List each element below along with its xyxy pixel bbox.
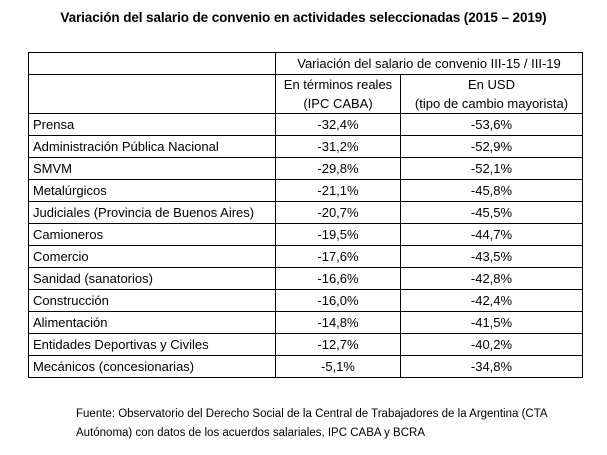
header-real-line1: En términos reales: [283, 77, 393, 92]
table-title: Variación del salario de convenio en act…: [60, 10, 547, 25]
table-row: Mecánicos (concesionarias) -5,1% -34,8%: [28, 355, 583, 378]
row-label: Comercio: [28, 245, 276, 268]
row-label: Alimentación: [28, 311, 276, 334]
row-usd-value: -42,8%: [400, 267, 583, 290]
empty-header-cell: [28, 74, 276, 114]
table-row: Judiciales (Provincia de Buenos Aires) -2…: [28, 201, 583, 224]
row-label: Sanidad (sanatorios): [28, 267, 276, 290]
table-row: Metalúrgicos -21,1% -45,8%: [28, 179, 583, 202]
table-row: Administración Pública Nacional -31,2% -52…: [28, 135, 583, 158]
group-header-cell: Variación del salario de convenio III-15…: [275, 52, 583, 75]
salary-table: Variación del salario de convenio III-15…: [28, 52, 583, 378]
row-usd-value: -43,5%: [400, 245, 583, 268]
header-real-cell: En términos reales (IPC CABA): [275, 74, 401, 114]
row-label: Administración Pública Nacional: [28, 135, 276, 158]
row-label: Entidades Deportivas y Civiles: [28, 333, 276, 356]
row-usd-value: -34,8%: [400, 355, 583, 378]
row-usd-value: -44,7%: [400, 223, 583, 246]
row-real-value: -19,5%: [275, 223, 401, 246]
source-note: Fuente: Observatorio del Derecho Social …: [76, 408, 547, 439]
table-row: Construcción -16,0% -42,4%: [28, 289, 583, 312]
row-real-value: -17,6%: [275, 245, 401, 268]
row-usd-value: -45,5%: [400, 201, 583, 224]
row-real-value: -14,8%: [275, 311, 401, 334]
empty-corner-cell: [28, 52, 276, 75]
table-row: Comercio -17,6% -43,5%: [28, 245, 583, 268]
row-usd-value: -42,4%: [400, 289, 583, 312]
row-real-value: -16,0%: [275, 289, 401, 312]
row-usd-value: -45,8%: [400, 179, 583, 202]
row-usd-value: -52,9%: [400, 135, 583, 158]
header-real-line2: (IPC CABA): [303, 96, 373, 111]
table-row: SMVM -29,8% -52,1%: [28, 157, 583, 180]
header-usd-line2: (tipo de cambio mayorista): [414, 96, 569, 111]
header-usd-cell: En USD (tipo de cambio mayorista): [400, 74, 583, 114]
row-label: Construcción: [28, 289, 276, 312]
row-real-value: -20,7%: [275, 201, 401, 224]
row-label: Metalúrgicos: [28, 179, 276, 202]
row-real-value: -16,6%: [275, 267, 401, 290]
table-row: Camioneros -19,5% -44,7%: [28, 223, 583, 246]
row-real-value: -12,7%: [275, 333, 401, 356]
row-real-value: -21,1%: [275, 179, 401, 202]
row-real-value: -5,1%: [275, 355, 401, 378]
row-label: SMVM: [28, 157, 276, 180]
row-real-value: -31,2%: [275, 135, 401, 158]
table-row: Sanidad (sanatorios) -16,6% -42,8%: [28, 267, 583, 290]
row-usd-value: -52,1%: [400, 157, 583, 180]
row-label: Prensa: [28, 113, 276, 136]
sub-header-row: En términos reales (IPC CABA) En USD (ti…: [28, 74, 583, 114]
row-usd-value: -41,5%: [400, 311, 583, 334]
row-real-value: -32,4%: [275, 113, 401, 136]
row-usd-value: -40,2%: [400, 333, 583, 356]
row-label: Judiciales (Provincia de Buenos Aires): [28, 201, 276, 224]
table-row: Alimentación -14,8% -41,5%: [28, 311, 583, 334]
row-usd-value: -53,6%: [400, 113, 583, 136]
header-usd-line1: En USD: [468, 77, 515, 92]
row-real-value: -29,8%: [275, 157, 401, 180]
row-label: Mecánicos (concesionarias): [28, 355, 276, 378]
table-row: Entidades Deportivas y Civiles -12,7% -40,…: [28, 333, 583, 356]
row-label: Camioneros: [28, 223, 276, 246]
group-header-row: Variación del salario de convenio III-15…: [28, 52, 583, 75]
table-row: Prensa -32,4% -53,6%: [28, 113, 583, 136]
